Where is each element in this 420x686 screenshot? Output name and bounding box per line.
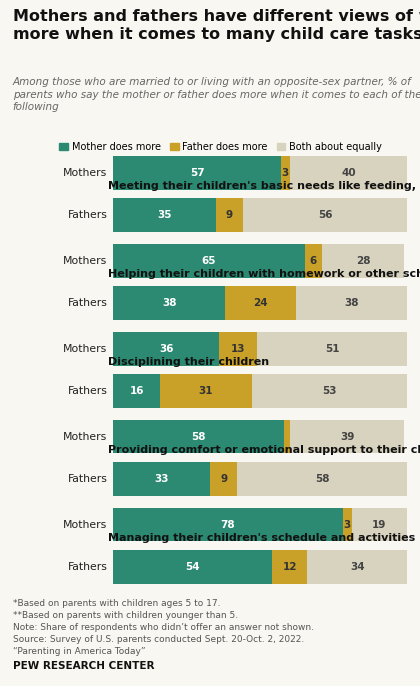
Legend: Mother does more, Father does more, Both about equally: Mother does more, Father does more, Both… [60,142,382,152]
Text: 9: 9 [226,210,233,220]
Text: 58: 58 [315,474,329,484]
Text: Mothers and fathers have different views of who does
more when it comes to many : Mothers and fathers have different views… [13,9,420,42]
Text: Fathers: Fathers [68,562,108,572]
Bar [252,375,407,407]
Text: Fathers: Fathers [68,210,108,220]
Bar [343,508,352,541]
Bar [113,462,210,496]
Text: 36: 36 [159,344,173,354]
Text: 40: 40 [341,168,356,178]
Text: 35: 35 [158,210,172,220]
Text: 56: 56 [318,210,332,220]
Text: Mothers: Mothers [63,344,108,354]
Text: Mothers: Mothers [63,256,108,266]
Text: 58: 58 [192,431,206,442]
Bar [290,156,407,190]
Text: Managing their children's schedule and activities: Managing their children's schedule and a… [108,533,415,543]
Text: 12: 12 [283,562,297,572]
Bar [113,550,272,584]
Text: PEW RESEARCH CENTER: PEW RESEARCH CENTER [13,661,154,671]
Text: 78: 78 [221,520,235,530]
Bar [160,375,252,407]
Text: 33: 33 [155,474,169,484]
Bar [281,156,290,190]
Text: 53: 53 [322,386,337,396]
Bar [290,420,404,453]
Bar [272,550,307,584]
Text: 6: 6 [310,256,317,266]
Text: 38: 38 [344,298,359,308]
Text: Mothers: Mothers [63,520,108,530]
Bar [237,462,407,496]
Bar [113,198,216,232]
Text: 3: 3 [282,168,289,178]
Bar [352,508,407,541]
Text: 54: 54 [186,562,200,572]
Text: Helping their children with homework or other school assignments*: Helping their children with homework or … [108,270,420,279]
Text: Fathers: Fathers [68,474,108,484]
Bar [296,287,407,320]
Bar [284,420,290,453]
Text: 31: 31 [199,386,213,396]
Bar [210,462,237,496]
Text: 51: 51 [325,344,340,354]
Text: 38: 38 [162,298,176,308]
Text: 34: 34 [350,562,365,572]
Text: Fathers: Fathers [68,386,108,396]
Text: 9: 9 [220,474,227,484]
Bar [307,550,407,584]
Text: Among those who are married to or living with an opposite-sex partner, % of
pare: Among those who are married to or living… [13,77,420,113]
Bar [113,420,284,453]
Text: Disciplining their children: Disciplining their children [108,357,269,367]
Bar [113,332,219,366]
Text: Fathers: Fathers [68,298,108,308]
Text: Mothers: Mothers [63,431,108,442]
Bar [225,287,296,320]
Bar [113,508,343,541]
Text: *Based on parents with children ages 5 to 17.
**Based on parents with children y: *Based on parents with children ages 5 t… [13,599,314,657]
Bar [113,375,160,407]
Text: 28: 28 [356,256,370,266]
Bar [322,244,404,278]
Bar [304,244,322,278]
Text: Meeting their children's basic needs like feeding, bathing, or changing diapers*: Meeting their children's basic needs lik… [108,182,420,191]
Bar [257,332,407,366]
Text: 39: 39 [340,431,354,442]
Text: 57: 57 [190,168,205,178]
Bar [243,198,407,232]
Text: 65: 65 [202,256,216,266]
Text: 24: 24 [253,298,268,308]
Text: 19: 19 [372,520,387,530]
Bar [113,287,225,320]
Bar [216,198,243,232]
Bar [219,332,257,366]
Text: Providing comfort or emotional support to their children: Providing comfort or emotional support t… [108,445,420,456]
Bar [113,244,304,278]
Text: 3: 3 [344,520,351,530]
Text: Mothers: Mothers [63,168,108,178]
Bar [113,156,281,190]
Text: 16: 16 [130,386,144,396]
Text: 13: 13 [231,344,246,354]
